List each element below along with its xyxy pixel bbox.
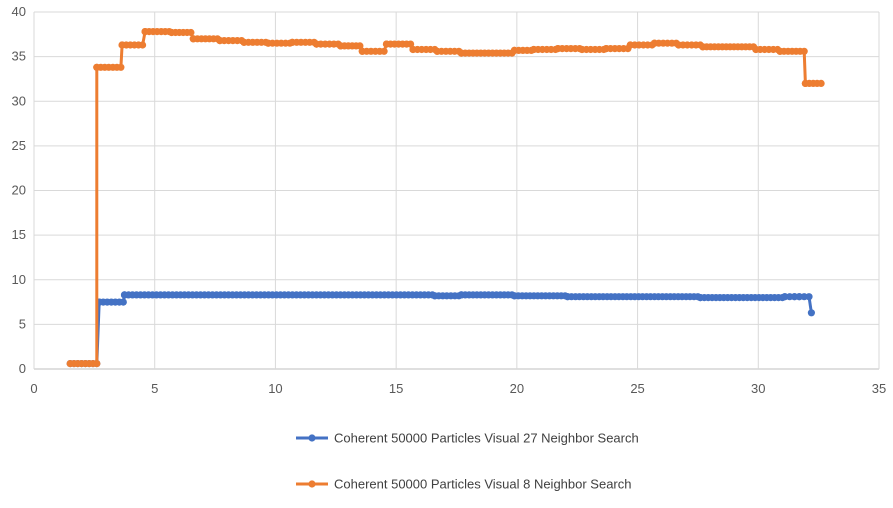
legend-label: Coherent 50000 Particles Visual 27 Neigh… <box>334 431 639 446</box>
data-point <box>807 309 816 317</box>
series-markers <box>66 28 825 368</box>
data-point <box>187 28 195 37</box>
data-point <box>356 42 364 50</box>
legend-marker-swatch <box>308 434 316 442</box>
series-line <box>70 293 813 366</box>
data-point <box>800 47 808 55</box>
y-tick-label: 40 <box>12 4 26 19</box>
data-point <box>817 79 825 87</box>
y-tick-label: 0 <box>19 361 26 376</box>
data-point <box>380 47 388 55</box>
x-tick-label: 35 <box>872 381 886 396</box>
legend-entry-2: Coherent 50000 Particles Visual 8 Neighb… <box>296 477 632 492</box>
x-tick-label: 30 <box>751 381 765 396</box>
data-point <box>117 63 125 71</box>
series-line <box>70 30 822 366</box>
data-point <box>805 293 813 301</box>
axes: 0 5 10 15 20 25 30 35 40 0 5 10 15 20 25 30 35 <box>12 4 887 396</box>
legend-entry-1: Coherent 50000 Particles Visual 27 Neigh… <box>296 431 639 446</box>
y-tick-label: 5 <box>19 316 26 331</box>
x-tick-label: 10 <box>268 381 282 396</box>
series-1 <box>66 291 816 368</box>
data-point <box>119 298 127 306</box>
x-tick-label: 5 <box>151 381 158 396</box>
series-group <box>66 28 825 368</box>
y-tick-label: 25 <box>12 138 26 153</box>
x-tick-label: 20 <box>510 381 524 396</box>
y-tick-label: 10 <box>12 272 26 287</box>
data-point <box>407 40 415 48</box>
y-tick-label: 20 <box>12 183 26 198</box>
legend-marker-swatch <box>308 480 316 488</box>
y-tick-label: 35 <box>12 49 26 64</box>
gridlines <box>33 11 880 370</box>
x-tick-label: 0 <box>30 381 37 396</box>
series-markers <box>66 291 816 368</box>
legend-label: Coherent 50000 Particles Visual 8 Neighb… <box>334 477 632 492</box>
x-tick-label: 15 <box>389 381 403 396</box>
legend: Coherent 50000 Particles Visual 27 Neigh… <box>296 431 639 492</box>
data-point <box>93 360 101 368</box>
data-point <box>139 41 147 49</box>
y-tick-label: 15 <box>12 227 26 242</box>
y-tick-label: 30 <box>12 93 26 108</box>
series-2 <box>66 28 825 368</box>
x-tick-label: 25 <box>630 381 644 396</box>
